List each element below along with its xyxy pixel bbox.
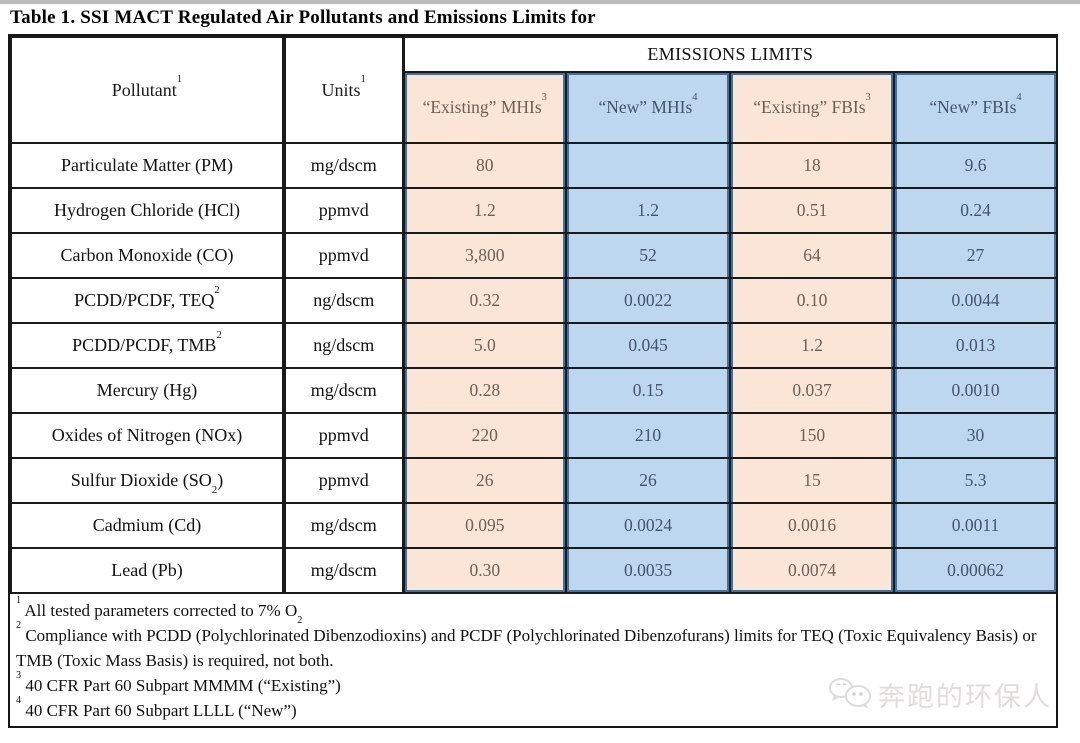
value-existing-mhi: 1.2 bbox=[402, 187, 567, 234]
value-existing-fbi: 0.0074 bbox=[729, 547, 895, 594]
pollutant-cell: Particulate Matter (PM) bbox=[10, 142, 285, 189]
value-existing-mhi: 26 bbox=[402, 457, 567, 504]
pollutant-cell: PCDD/PCDF, TMB2 bbox=[10, 322, 285, 369]
value-existing-fbi: 0.51 bbox=[729, 187, 895, 234]
footnotes: 1 All tested parameters corrected to 7% … bbox=[10, 594, 1056, 728]
value-existing-fbi: 0.037 bbox=[729, 367, 895, 414]
value-existing-fbi: 1.2 bbox=[729, 322, 895, 369]
pollutant-header: Pollutant1 bbox=[10, 36, 285, 144]
value-new-mhi: 0.045 bbox=[565, 322, 731, 369]
value-new-fbi: 0.0011 bbox=[892, 502, 1059, 549]
value-existing-fbi: 150 bbox=[729, 412, 895, 459]
value-new-mhi: 52 bbox=[565, 232, 731, 279]
pollutant-cell: Lead (Pb) bbox=[10, 547, 285, 594]
pollutant-cell: PCDD/PCDF, TEQ2 bbox=[10, 277, 285, 324]
value-new-fbi: 0.24 bbox=[892, 187, 1059, 234]
value-existing-fbi: 18 bbox=[729, 142, 895, 189]
footnote-3: 3 40 CFR Part 60 Subpart MMMM (“Existing… bbox=[16, 670, 341, 695]
units-cell: ng/dscm bbox=[282, 277, 405, 324]
chat-bubbles-icon bbox=[828, 674, 872, 715]
pollutant-cell: Mercury (Hg) bbox=[10, 367, 285, 414]
header-row-2: “Existing” MHIs3 “New” MHIs4 “Existing” … bbox=[11, 71, 1059, 144]
pollutant-cell: Hydrogen Chloride (HCl) bbox=[10, 187, 285, 234]
table-row-hcl: Hydrogen Chloride (HCl) ppmvd 1.2 1.2 0.… bbox=[10, 187, 1059, 234]
pollutant-cell: Carbon Monoxide (CO) bbox=[10, 232, 285, 279]
value-new-fbi: 30 bbox=[892, 412, 1059, 459]
value-new-fbi: 5.3 bbox=[892, 457, 1059, 504]
column-header-new-fbi: “New” FBIs4 bbox=[892, 71, 1059, 144]
table-row-teq: PCDD/PCDF, TEQ2 ng/dscm 0.32 0.0022 0.10… bbox=[10, 277, 1059, 324]
value-existing-fbi: 0.10 bbox=[729, 277, 895, 324]
value-existing-mhi: 0.28 bbox=[402, 367, 567, 414]
value-existing-mhi: 220 bbox=[402, 412, 567, 459]
footnote-4: 4 40 CFR Part 60 Subpart LLLL (“New”) bbox=[16, 695, 297, 720]
value-new-mhi: 0.0022 bbox=[565, 277, 731, 324]
value-new-fbi: 27 bbox=[892, 232, 1059, 279]
footnote-1: 1 All tested parameters corrected to 7% … bbox=[16, 595, 303, 626]
watermark-text: 奔跑的环保人 bbox=[878, 681, 1052, 712]
units-cell: mg/dscm bbox=[282, 547, 405, 594]
emissions-table: Pollutant1 Units1 EMISSIONS LIMITS “Exis… bbox=[10, 36, 1059, 594]
table-row-co: Carbon Monoxide (CO) ppmvd 3,800 52 64 2… bbox=[10, 232, 1059, 279]
table-row-pb: Lead (Pb) mg/dscm 0.30 0.0035 0.0074 0.0… bbox=[10, 547, 1059, 594]
table-row-tmb: PCDD/PCDF, TMB2 ng/dscm 5.0 0.045 1.2 0.… bbox=[10, 322, 1059, 369]
units-cell: ng/dscm bbox=[282, 322, 405, 369]
top-edge-strip bbox=[0, 0, 1080, 4]
value-new-mhi: 0.0035 bbox=[565, 547, 731, 594]
column-header-existing-mhi: “Existing” MHIs3 bbox=[402, 71, 567, 144]
units-cell: ppmvd bbox=[282, 457, 405, 504]
table-row-pm: Particulate Matter (PM) mg/dscm 80 18 9.… bbox=[10, 142, 1059, 189]
units-cell: mg/dscm bbox=[282, 502, 405, 549]
value-new-mhi: 210 bbox=[565, 412, 731, 459]
value-existing-fbi: 15 bbox=[729, 457, 895, 504]
value-existing-fbi: 64 bbox=[729, 232, 895, 279]
value-new-fbi: 0.0044 bbox=[892, 277, 1059, 324]
table-row-cd: Cadmium (Cd) mg/dscm 0.095 0.0024 0.0016… bbox=[10, 502, 1059, 549]
value-existing-fbi: 0.0016 bbox=[729, 502, 895, 549]
value-new-mhi: 0.15 bbox=[565, 367, 731, 414]
value-new-fbi: 0.0010 bbox=[892, 367, 1059, 414]
value-new-fbi: 9.6 bbox=[892, 142, 1059, 189]
value-existing-mhi: 3,800 bbox=[402, 232, 567, 279]
table-title: Table 1. SSI MACT Regulated Air Pollutan… bbox=[10, 7, 596, 28]
table-row-hg: Mercury (Hg) mg/dscm 0.28 0.15 0.037 0.0… bbox=[10, 367, 1059, 414]
units-cell: ppmvd bbox=[282, 187, 405, 234]
column-header-existing-fbi: “Existing” FBIs3 bbox=[729, 71, 895, 144]
value-new-mhi bbox=[565, 142, 731, 189]
emissions-limits-header: EMISSIONS LIMITS bbox=[401, 36, 1059, 73]
table-row-so2: Sulfur Dioxide (SO2) ppmvd 26 26 15 5.3 bbox=[10, 457, 1059, 504]
value-new-fbi: 0.00062 bbox=[892, 547, 1059, 594]
units-cell: ppmvd bbox=[282, 232, 405, 279]
table-frame: Pollutant1 Units1 EMISSIONS LIMITS “Exis… bbox=[8, 34, 1059, 728]
units-header: Units1 bbox=[282, 36, 405, 144]
watermark: 奔跑的环保人 bbox=[828, 668, 1060, 720]
pollutant-cell: Oxides of Nitrogen (NOx) bbox=[10, 412, 285, 459]
units-cell: ppmvd bbox=[282, 412, 405, 459]
value-existing-mhi: 0.30 bbox=[402, 547, 567, 594]
value-new-mhi: 26 bbox=[565, 457, 731, 504]
header-row-1: Pollutant1 Units1 EMISSIONS LIMITS bbox=[10, 36, 1059, 144]
pollutant-cell: Cadmium (Cd) bbox=[10, 502, 285, 549]
units-cell: mg/dscm bbox=[282, 367, 405, 414]
value-new-mhi: 0.0024 bbox=[565, 502, 731, 549]
column-header-new-mhi: “New” MHIs4 bbox=[565, 71, 731, 144]
value-existing-mhi: 0.32 bbox=[402, 277, 567, 324]
value-existing-mhi: 0.095 bbox=[402, 502, 567, 549]
table-row-nox: Oxides of Nitrogen (NOx) ppmvd 220 210 1… bbox=[10, 412, 1059, 459]
footnote-2: 2 Compliance with PCDD (Polychlorinated … bbox=[16, 620, 1037, 670]
value-existing-mhi: 5.0 bbox=[402, 322, 567, 369]
value-new-mhi: 1.2 bbox=[565, 187, 731, 234]
units-cell: mg/dscm bbox=[282, 142, 405, 189]
value-new-fbi: 0.013 bbox=[892, 322, 1059, 369]
value-existing-mhi: 80 bbox=[402, 142, 567, 189]
pollutant-cell: Sulfur Dioxide (SO2) bbox=[10, 457, 285, 504]
